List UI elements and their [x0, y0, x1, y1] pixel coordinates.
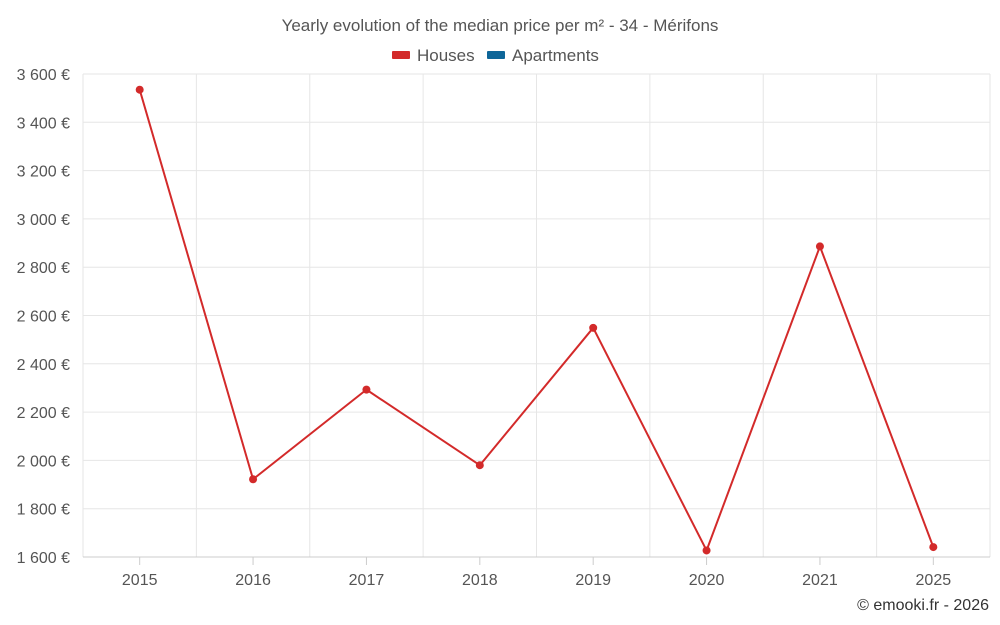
legend-label-houses: Houses — [417, 46, 475, 65]
y-tick-label: 3 200 € — [17, 164, 70, 181]
grid — [82, 73, 991, 557]
data-point-houses[interactable] — [135, 85, 144, 94]
legend-label-apartments: Apartments — [512, 46, 599, 65]
x-tick-label: 2018 — [462, 572, 498, 589]
y-tick-label: 3 600 € — [17, 67, 70, 84]
y-tick-label: 1 800 € — [17, 502, 70, 519]
x-axis: 2015 2016 2017 2018 2019 2020 2021 2025 — [83, 556, 990, 589]
legend: Houses Apartments — [392, 46, 599, 65]
credit-text: © emooki.fr - 2026 — [857, 597, 989, 614]
y-tick-label: 2 800 € — [17, 260, 70, 277]
y-tick-label: 3 000 € — [17, 212, 70, 229]
y-tick-label: 2 200 € — [17, 405, 70, 422]
legend-swatch-houses — [392, 51, 410, 59]
series-houses — [135, 85, 938, 555]
x-tick-label: 2016 — [235, 572, 271, 589]
data-point-houses[interactable] — [589, 323, 598, 332]
y-axis: 1 600 € 1 800 € 2 000 € 2 200 € 2 400 € 2 600… — [17, 67, 70, 567]
data-point-houses[interactable] — [362, 385, 371, 394]
x-tick-label: 2019 — [575, 572, 611, 589]
data-point-houses[interactable] — [249, 475, 258, 484]
x-tick-label: 2020 — [689, 572, 725, 589]
x-tick-label: 2025 — [916, 572, 952, 589]
y-tick-label: 2 000 € — [17, 453, 70, 470]
y-tick-label: 3 400 € — [17, 115, 70, 132]
legend-swatch-apartments — [487, 51, 505, 59]
x-tick-label: 2015 — [122, 572, 158, 589]
x-tick-label: 2017 — [349, 572, 385, 589]
x-tick-label: 2021 — [802, 572, 838, 589]
chart-title: Yearly evolution of the median price per… — [282, 16, 719, 35]
y-tick-label: 2 600 € — [17, 309, 70, 326]
legend-item-houses[interactable]: Houses — [392, 46, 475, 65]
data-point-houses[interactable] — [815, 242, 824, 251]
legend-item-apartments[interactable]: Apartments — [487, 46, 599, 65]
data-point-houses[interactable] — [929, 543, 938, 552]
y-tick-label: 2 400 € — [17, 357, 70, 374]
data-point-houses[interactable] — [702, 546, 711, 555]
y-tick-label: 1 600 € — [17, 550, 70, 567]
data-point-houses[interactable] — [475, 461, 484, 470]
series-line-houses — [138, 89, 935, 552]
